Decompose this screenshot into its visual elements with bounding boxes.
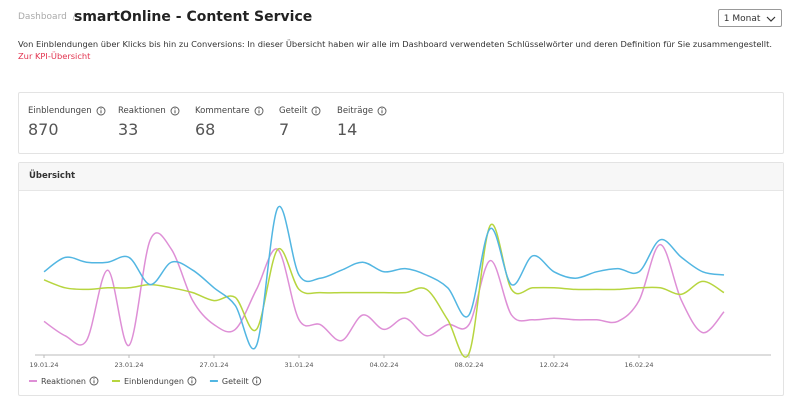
kpi-value: 870	[28, 120, 59, 139]
kpi-label: Geteilt	[279, 106, 308, 116]
chart: 19.01.24 23.01.24 27.01.24 31.01.24 04.02.24…	[29, 205, 771, 386]
kpi-value: 14	[337, 120, 358, 139]
description: Von Einblendungen über Klicks bis hin zu…	[18, 39, 772, 49]
info-icon[interactable]	[254, 106, 264, 116]
series-line	[43, 223, 725, 358]
info-icon[interactable]	[377, 106, 387, 116]
x-tick-label: 19.01.24	[30, 361, 59, 369]
kpi-label: Reaktionen	[118, 106, 166, 116]
breadcrumb-separator: /	[72, 12, 76, 22]
section-title: Übersicht	[19, 163, 783, 191]
legend-label: Reaktionen	[41, 377, 86, 386]
legend-label: Geteilt	[222, 377, 249, 386]
page-title: smartOnline - Content Service	[74, 9, 313, 25]
info-icon[interactable]	[96, 106, 106, 116]
period-value: 1 Monat	[723, 14, 761, 24]
chevron	[766, 16, 776, 22]
x-tick-label: 31.01.24	[285, 361, 314, 369]
kpi-card	[18, 92, 784, 154]
x-tick-label: 04.02.24	[370, 361, 399, 369]
info-icon[interactable]	[252, 376, 262, 386]
x-tick-label: 12.02.24	[540, 361, 569, 369]
kpi-label: Beiträge	[337, 106, 374, 116]
chart-card	[18, 162, 784, 396]
legend-label: Einblendungen	[124, 377, 184, 386]
kpi-value: 7	[279, 120, 290, 139]
x-tick-label: 08.02.24	[455, 361, 484, 369]
series-line	[43, 232, 725, 347]
kpi-value: 68	[195, 120, 216, 139]
info-icon[interactable]	[170, 106, 180, 116]
period-dropdown[interactable]: 1 Monat	[718, 9, 782, 27]
x-tick-label: 27.01.24	[200, 361, 229, 369]
info-icon[interactable]	[311, 106, 321, 116]
series-line	[43, 205, 725, 350]
kpi-link[interactable]: Zur KPI-Übersicht	[18, 51, 91, 61]
kpi-label: Einblendungen	[28, 106, 92, 116]
x-tick-label: 23.01.24	[115, 361, 144, 369]
breadcrumb-link[interactable]: Dashboard	[18, 12, 67, 22]
breadcrumb[interactable]: Dashboard /	[18, 12, 76, 22]
kpi-label: Kommentare	[195, 106, 250, 116]
x-tick-label: 16.02.24	[625, 361, 654, 369]
kpi-value: 33	[118, 120, 139, 139]
info-icon[interactable]	[187, 376, 197, 386]
info-icon[interactable]	[89, 376, 99, 386]
